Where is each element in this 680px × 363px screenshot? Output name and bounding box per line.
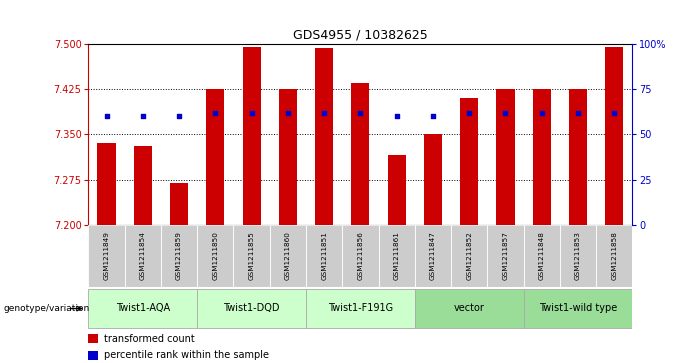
Bar xyxy=(306,225,342,287)
Point xyxy=(173,113,184,119)
Bar xyxy=(161,225,197,287)
Text: vector: vector xyxy=(454,303,485,313)
Bar xyxy=(415,289,524,328)
Bar xyxy=(97,143,116,225)
Bar xyxy=(379,225,415,287)
Text: GSM1211860: GSM1211860 xyxy=(285,232,291,280)
Bar xyxy=(605,46,624,225)
Point xyxy=(319,110,330,115)
Point xyxy=(609,110,619,115)
Bar xyxy=(170,183,188,225)
Text: Twist1-DQD: Twist1-DQD xyxy=(223,303,280,313)
Bar xyxy=(243,46,260,225)
Point xyxy=(573,110,583,115)
Text: GSM1211854: GSM1211854 xyxy=(140,232,146,280)
Point xyxy=(246,110,257,115)
Point xyxy=(210,110,221,115)
Bar xyxy=(388,155,406,225)
Point xyxy=(391,113,402,119)
Text: GSM1211858: GSM1211858 xyxy=(611,232,617,280)
Bar xyxy=(460,98,478,225)
Point xyxy=(428,113,439,119)
Point xyxy=(464,110,475,115)
Bar xyxy=(352,83,369,225)
Bar xyxy=(206,89,224,225)
Bar xyxy=(233,225,270,287)
Text: GSM1211849: GSM1211849 xyxy=(103,232,109,280)
Bar xyxy=(279,89,297,225)
Text: transformed count: transformed count xyxy=(104,334,195,344)
Bar xyxy=(197,225,233,287)
Point xyxy=(537,110,547,115)
Bar xyxy=(124,225,161,287)
Bar xyxy=(596,225,632,287)
Text: GSM1211851: GSM1211851 xyxy=(321,232,327,280)
Bar xyxy=(532,89,551,225)
Bar xyxy=(496,89,515,225)
Bar xyxy=(415,225,451,287)
Point xyxy=(137,113,148,119)
Text: GSM1211859: GSM1211859 xyxy=(176,232,182,280)
Bar xyxy=(524,289,632,328)
Bar xyxy=(306,289,415,328)
Text: GSM1211855: GSM1211855 xyxy=(249,232,254,280)
Bar xyxy=(342,225,379,287)
Bar xyxy=(451,225,488,287)
Point xyxy=(500,110,511,115)
Bar xyxy=(560,225,596,287)
Bar xyxy=(524,225,560,287)
Bar xyxy=(88,351,99,360)
Bar xyxy=(134,146,152,225)
Text: GSM1211850: GSM1211850 xyxy=(212,232,218,280)
Text: Twist1-F191G: Twist1-F191G xyxy=(328,303,393,313)
Title: GDS4955 / 10382625: GDS4955 / 10382625 xyxy=(293,28,428,41)
Text: GSM1211857: GSM1211857 xyxy=(503,232,509,280)
Bar xyxy=(197,289,306,328)
Bar xyxy=(88,225,124,287)
Point xyxy=(355,110,366,115)
Text: GSM1211853: GSM1211853 xyxy=(575,232,581,280)
Text: GSM1211856: GSM1211856 xyxy=(358,232,363,280)
Text: percentile rank within the sample: percentile rank within the sample xyxy=(104,350,269,360)
Point xyxy=(101,113,112,119)
Point xyxy=(282,110,293,115)
Bar xyxy=(315,48,333,225)
Bar xyxy=(424,134,442,225)
Bar xyxy=(488,225,524,287)
Bar xyxy=(88,289,197,328)
Text: GSM1211848: GSM1211848 xyxy=(539,232,545,280)
Bar xyxy=(88,334,99,343)
Text: GSM1211847: GSM1211847 xyxy=(430,232,436,280)
Text: Twist1-AQA: Twist1-AQA xyxy=(116,303,170,313)
Text: Twist1-wild type: Twist1-wild type xyxy=(539,303,617,313)
Bar xyxy=(270,225,306,287)
Text: GSM1211852: GSM1211852 xyxy=(466,232,472,280)
Text: genotype/variation: genotype/variation xyxy=(3,304,90,313)
Text: GSM1211861: GSM1211861 xyxy=(394,232,400,280)
Bar xyxy=(569,89,587,225)
